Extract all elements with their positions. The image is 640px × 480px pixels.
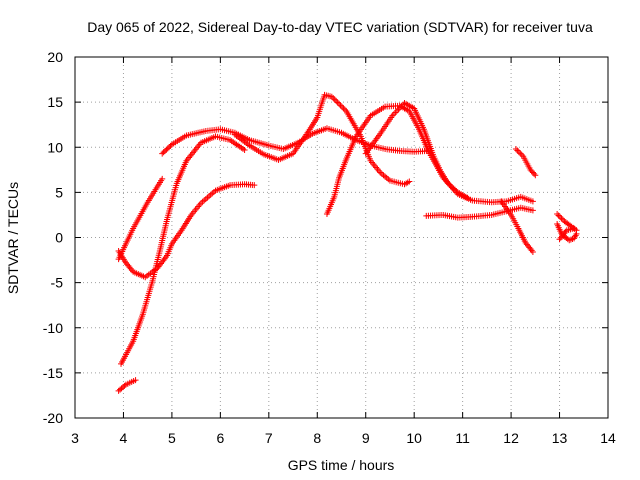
series-sat-g [323, 102, 536, 218]
data-point [571, 225, 578, 232]
data-point [446, 181, 453, 188]
data-point [452, 186, 459, 193]
series-sat-n [556, 225, 578, 243]
x-tick-label: 3 [71, 430, 79, 446]
data-point [449, 184, 456, 191]
data-point [338, 103, 345, 110]
data-point [330, 95, 337, 102]
data-point [529, 248, 536, 255]
y-tick-label: -10 [43, 320, 63, 336]
data-point [393, 107, 400, 114]
x-tick-label: 11 [455, 430, 470, 446]
x-tick-label: 14 [600, 430, 616, 446]
data-point [447, 182, 454, 189]
data-point [512, 146, 519, 153]
data-point [392, 109, 399, 116]
axis-ticks: 3 4 5 6 7 8 9 10 11 12 13 14 -20 -15 -10 -5 0 5 10 15 20 [43, 49, 616, 446]
data-point [328, 93, 335, 100]
series-sat-c [118, 133, 248, 367]
data-point [336, 100, 343, 107]
y-tick-label: -15 [43, 365, 63, 381]
x-tick-label: 5 [168, 430, 176, 446]
y-tick-label: -20 [43, 410, 63, 426]
data-point [557, 213, 564, 220]
data-point [159, 175, 166, 182]
y-tick-label: -5 [51, 275, 64, 291]
data-point [518, 151, 525, 158]
data-point [118, 385, 125, 392]
x-tick-label: 9 [362, 430, 370, 446]
x-tick-label: 6 [216, 430, 224, 446]
series-sat-j [498, 198, 536, 255]
data-point [161, 147, 168, 154]
data-point [119, 384, 126, 391]
x-tick-label: 7 [265, 430, 273, 446]
plot-frame [74, 56, 609, 419]
x-axis-label: GPS time / hours [288, 457, 395, 473]
data-point [558, 215, 565, 222]
series-sat-b [115, 377, 139, 394]
y-tick-label: 5 [55, 184, 63, 200]
grid [75, 57, 608, 418]
data-point [514, 147, 521, 154]
data-point [159, 150, 166, 157]
data-point [337, 102, 344, 109]
data-point [453, 188, 460, 195]
data-point [331, 96, 338, 103]
data-point [390, 111, 397, 118]
data-point [167, 142, 174, 149]
series-sat-l [554, 211, 580, 234]
y-tick-label: 10 [47, 139, 63, 155]
data-point [445, 180, 452, 187]
data-series [115, 91, 580, 394]
series-sat-k [512, 146, 539, 179]
data-point [531, 170, 538, 177]
data-point [166, 144, 173, 151]
data-point [163, 146, 170, 153]
x-tick-label: 8 [313, 430, 321, 446]
data-point [517, 150, 524, 157]
data-point [554, 211, 561, 218]
x-tick-label: 13 [552, 430, 568, 446]
data-point [115, 387, 122, 394]
series-sat-a [115, 175, 166, 263]
data-point [573, 230, 580, 237]
data-point [334, 99, 341, 106]
chart-title: Day 065 of 2022, Sidereal Day-to-day VTE… [87, 19, 593, 35]
x-tick-label: 12 [503, 430, 519, 446]
data-point [406, 178, 413, 185]
data-point [450, 185, 457, 192]
data-point [132, 377, 139, 384]
data-point [529, 207, 536, 214]
series-sat-i [423, 204, 536, 221]
y-tick-label: 20 [47, 49, 63, 65]
data-point [251, 182, 258, 189]
data-point [515, 148, 522, 155]
data-point [555, 212, 562, 219]
data-point [333, 98, 340, 105]
data-point [164, 145, 171, 152]
series-sat-h [362, 100, 471, 201]
data-point [121, 382, 128, 389]
x-tick-label: 4 [120, 430, 128, 446]
series-sat-d [115, 181, 258, 281]
y-tick-label: 0 [55, 230, 63, 246]
data-point [341, 106, 348, 113]
data-point [117, 386, 124, 393]
y-axis-label: SDTVAR / TECUs [5, 182, 21, 294]
data-point [340, 105, 347, 112]
y-tick-label: 15 [47, 94, 63, 110]
data-point [529, 198, 536, 205]
data-point [160, 149, 167, 156]
data-point [464, 194, 471, 201]
data-point [532, 172, 539, 179]
data-point [241, 146, 248, 153]
x-tick-label: 10 [406, 430, 422, 446]
data-point [559, 216, 566, 223]
